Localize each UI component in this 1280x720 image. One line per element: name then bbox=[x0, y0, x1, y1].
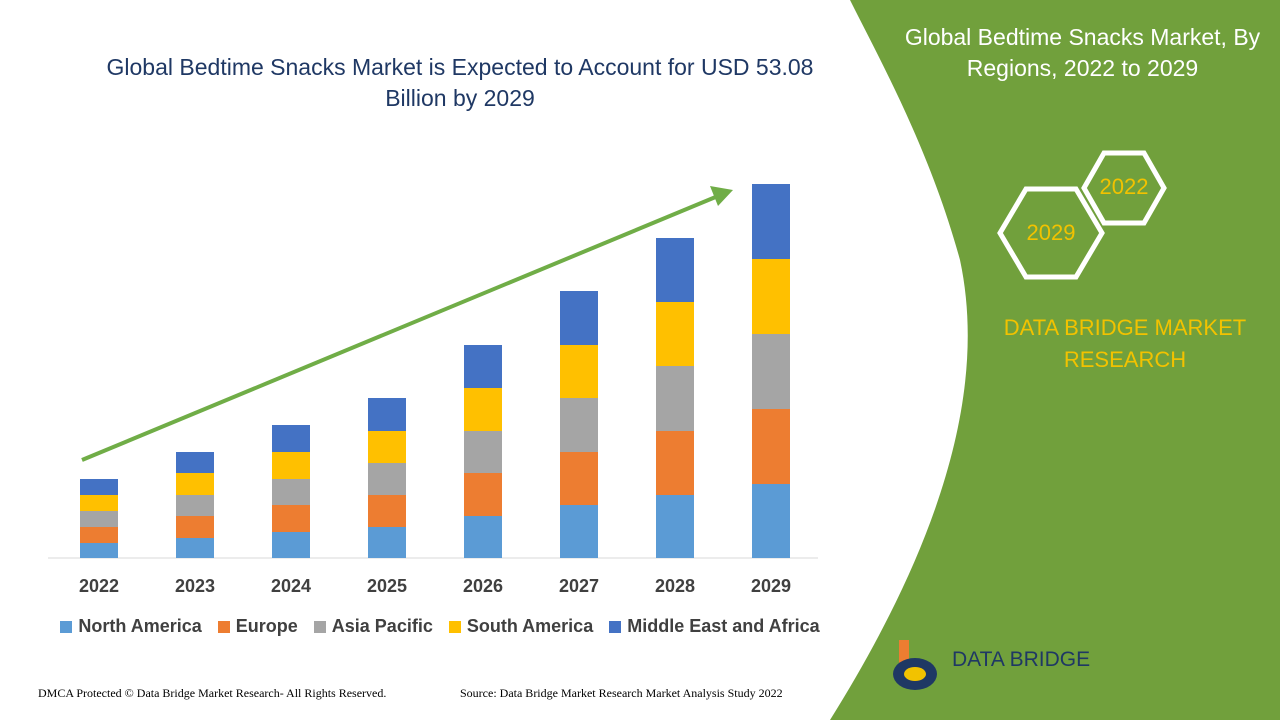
bar-segment bbox=[464, 388, 502, 431]
chart-title: Global Bedtime Snacks Market is Expected… bbox=[106, 54, 814, 111]
brand-text: DATA BRIDGE MARKET RESEARCH bbox=[1003, 315, 1247, 372]
legend-swatch bbox=[609, 620, 622, 633]
x-tick-label: 2024 bbox=[271, 576, 311, 596]
bar-segment bbox=[80, 511, 118, 527]
logo-text: DATA BRIDGE bbox=[952, 648, 1091, 671]
bar-segment bbox=[464, 345, 502, 388]
bar-segment bbox=[752, 184, 790, 259]
bar-segment bbox=[368, 431, 406, 463]
bar-segment bbox=[272, 452, 310, 479]
x-tick-label: 2028 bbox=[655, 576, 695, 596]
bar-segment bbox=[176, 516, 214, 538]
bar-segment bbox=[176, 538, 214, 558]
bar-segment bbox=[272, 479, 310, 505]
hexagon bbox=[1081, 150, 1167, 226]
legend-label: South America bbox=[466, 616, 594, 636]
legend-label: Europe bbox=[235, 616, 298, 636]
bar-segment bbox=[368, 495, 406, 527]
footer-right: Source: Data Bridge Market Research Mark… bbox=[460, 686, 783, 700]
bar-segment bbox=[368, 398, 406, 431]
legend-item: North America bbox=[60, 616, 202, 637]
arrow-head bbox=[710, 186, 733, 206]
hex-label: 2029 bbox=[1027, 220, 1076, 245]
bar-segment bbox=[752, 409, 790, 484]
legend-swatch bbox=[217, 620, 230, 633]
x-tick-label: 2027 bbox=[559, 576, 599, 596]
bar-segment bbox=[368, 463, 406, 495]
bar-segment bbox=[176, 473, 214, 495]
bar-segment bbox=[560, 452, 598, 505]
footer-left: DMCA Protected © Data Bridge Market Rese… bbox=[38, 686, 387, 700]
bar-segment bbox=[560, 398, 598, 452]
bar-segment bbox=[368, 527, 406, 558]
legend-swatch bbox=[448, 620, 461, 633]
bar-segment bbox=[272, 505, 310, 532]
x-tick-label: 2026 bbox=[463, 576, 503, 596]
legend-label: Asia Pacific bbox=[331, 616, 433, 636]
bar-segment bbox=[464, 473, 502, 516]
legend-item: Middle East and Africa bbox=[609, 616, 820, 637]
bar-segment bbox=[176, 495, 214, 516]
x-tick-label: 2023 bbox=[175, 576, 215, 596]
x-tick-label: 2025 bbox=[367, 576, 407, 596]
legend: North America Europe Asia Pacific South Ame… bbox=[40, 616, 840, 637]
legend-item: Europe bbox=[217, 616, 298, 637]
bar-segment bbox=[80, 479, 118, 495]
bar-segment bbox=[272, 532, 310, 558]
bar-segment bbox=[464, 516, 502, 558]
bar-segment bbox=[560, 505, 598, 558]
bar-segment bbox=[752, 484, 790, 558]
legend-swatch bbox=[60, 620, 73, 633]
bar-segment bbox=[656, 431, 694, 495]
legend-label: North America bbox=[78, 616, 202, 636]
bar-segment bbox=[752, 259, 790, 334]
x-tick-label: 2022 bbox=[79, 576, 119, 596]
bar-segment bbox=[752, 334, 790, 409]
x-tick-label: 2029 bbox=[751, 576, 791, 596]
trend-arrow bbox=[81, 194, 719, 462]
legend-swatch bbox=[313, 620, 326, 633]
bar-segment bbox=[656, 366, 694, 431]
bar-segment bbox=[560, 291, 598, 345]
hex-label: 2022 bbox=[1100, 174, 1149, 199]
hexagon bbox=[997, 186, 1105, 280]
bar-segment bbox=[656, 302, 694, 366]
legend-label: Middle East and Africa bbox=[627, 616, 820, 636]
bar-segment bbox=[80, 495, 118, 511]
bar-segment bbox=[560, 345, 598, 398]
bar-segment bbox=[272, 425, 310, 452]
bar-segment bbox=[656, 495, 694, 558]
panel-title: Global Bedtime Snacks Market, By Regions… bbox=[904, 24, 1261, 81]
side-panel bbox=[830, 0, 1280, 720]
legend-item: Asia Pacific bbox=[313, 616, 433, 637]
legend-item: South America bbox=[448, 616, 594, 637]
logo-icon bbox=[893, 640, 937, 690]
bar-segment bbox=[80, 543, 118, 558]
bar-segment bbox=[80, 527, 118, 543]
bar-segment bbox=[176, 452, 214, 473]
bar-segment bbox=[656, 238, 694, 302]
bar-segment bbox=[464, 431, 502, 473]
